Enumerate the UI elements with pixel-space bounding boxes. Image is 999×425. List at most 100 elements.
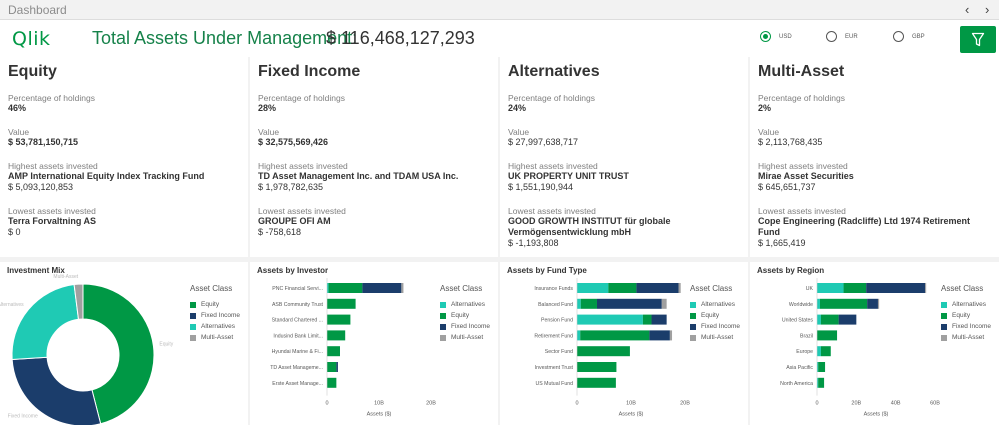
bar-alternatives xyxy=(817,298,820,309)
bar-multi-asset xyxy=(661,298,667,309)
legend-swatch xyxy=(941,334,947,341)
legend-item-equity[interactable]: Equity xyxy=(690,310,740,321)
value-label: Value xyxy=(508,127,530,137)
currency-eur-radio[interactable]: EUR xyxy=(826,31,858,42)
legend-swatch xyxy=(941,323,947,330)
filter-button[interactable] xyxy=(960,26,996,53)
top-bar: Dashboard ‹ › xyxy=(0,0,999,20)
legend-item-fixed-income[interactable]: Fixed Income xyxy=(190,310,240,321)
highest-name: TD Asset Management Inc. and TDAM USA In… xyxy=(258,171,459,181)
lowest-label: Lowest assets invested xyxy=(258,206,346,216)
chart-legend: Asset Class Alternatives Equity Fixed Incom… xyxy=(440,284,490,343)
category-label: United States xyxy=(782,318,814,324)
legend-swatch xyxy=(440,301,446,308)
bar-alternatives xyxy=(817,283,844,293)
legend-label: Multi-Asset xyxy=(701,334,734,341)
legend-item-equity[interactable]: Equity xyxy=(190,299,240,310)
total-assets-label: Total Assets Under Management: xyxy=(92,28,358,48)
slice-label: Fixed Income xyxy=(8,413,38,419)
lowest-label: Lowest assets invested xyxy=(758,206,846,216)
currency-gbp-label: GBP xyxy=(912,33,925,40)
bar-multi-asset xyxy=(925,283,927,293)
legend-label: Multi-Asset xyxy=(451,334,484,341)
bar-fixed-income xyxy=(596,298,662,309)
bar-equity xyxy=(843,283,867,293)
x-tick-label: 0 xyxy=(575,401,578,407)
bar-equity xyxy=(577,346,630,357)
value-amount: $ 53,781,150,715 xyxy=(8,137,79,147)
bar-fixed-income xyxy=(651,314,667,325)
slice-label: Alternatives xyxy=(0,302,24,308)
currency-usd-label: USD xyxy=(779,33,792,40)
bar-fixed-income xyxy=(838,314,857,325)
legend-item-alternatives[interactable]: Alternatives xyxy=(690,299,740,310)
legend-item-equity[interactable]: Equity xyxy=(941,310,991,321)
legend-item-fixed-income[interactable]: Fixed Income xyxy=(941,321,991,332)
bar-fixed-income xyxy=(866,283,926,293)
next-sheet-button[interactable]: › xyxy=(985,2,990,17)
lowest-label: Lowest assets invested xyxy=(8,206,96,216)
chart-legend: Asset Class Alternatives Equity Fixed Incom… xyxy=(941,284,991,343)
legend-label: Equity xyxy=(701,312,720,319)
legend-item-fixed-income[interactable]: Fixed Income xyxy=(440,321,490,332)
highest-value: $ 1,551,190,944 xyxy=(508,182,574,192)
legend-item-equity[interactable]: Equity xyxy=(440,310,490,321)
lowest-name: Terra Forvaltning AS xyxy=(8,216,97,226)
investment-mix-chart[interactable]: Equity Fixed Income Alternatives Multi-Asse… xyxy=(0,262,248,425)
legend-item-multi-asset[interactable]: Multi-Asset xyxy=(690,332,740,343)
bar-alternatives xyxy=(817,314,821,325)
x-tick-label: 10B xyxy=(626,401,636,407)
assets-by-region-chart[interactable]: UK Worldwide United States Brazil Europe Asia… xyxy=(750,262,999,425)
bar-equity xyxy=(328,283,363,293)
x-tick-label: 10B xyxy=(374,401,384,407)
bar-alternatives xyxy=(817,377,819,388)
x-tick-label: 60B xyxy=(930,401,940,407)
card-title: Equity xyxy=(8,63,57,80)
previous-sheet-button[interactable]: ‹ xyxy=(965,2,970,17)
radio-unselected-icon xyxy=(893,31,904,42)
assets-by-fund-type-chart[interactable]: Insurance Funds Balanced Fund Pension Fund… xyxy=(500,262,748,425)
bar-fixed-income xyxy=(336,362,338,372)
card-title: Fixed Income xyxy=(258,63,361,80)
legend-item-alternatives[interactable]: Alternatives xyxy=(941,299,991,310)
percentage-label: Percentage of holdings xyxy=(258,93,345,103)
x-tick-label: 20B xyxy=(426,401,436,407)
investment-mix-panel: Investment Mix Equity Fixed Income Alterna… xyxy=(0,262,248,425)
bar-equity xyxy=(608,283,637,293)
total-assets-value: $ 116,468,127,293 xyxy=(326,28,475,48)
highest-label: Highest assets invested xyxy=(758,161,848,171)
assets-by-investor-chart[interactable]: PNC Financial Servi... ASB Community Trus… xyxy=(250,262,498,425)
legend-item-multi-asset[interactable]: Multi-Asset xyxy=(941,332,991,343)
lowest-name: Cope Engineering (Radcliffe) Ltd 1974 Re… xyxy=(758,216,971,237)
bar-equity xyxy=(577,377,616,388)
legend-item-alternatives[interactable]: Alternatives xyxy=(190,321,240,332)
lowest-name: GROUPE OFI AM xyxy=(258,216,331,226)
bar-equity xyxy=(327,377,337,388)
legend-item-fixed-income[interactable]: Fixed Income xyxy=(690,321,740,332)
lowest-name: GOOD GROWTH INSTITUT für globale Vermöge… xyxy=(508,216,671,237)
legend-swatch xyxy=(190,334,196,341)
bar-multi-asset xyxy=(669,330,673,341)
bar-alternatives xyxy=(817,362,819,372)
slice-alternatives xyxy=(11,284,80,360)
currency-usd-radio[interactable]: USD xyxy=(760,31,792,42)
category-label: TD Asset Manageme... xyxy=(270,365,323,371)
legend-label: Alternatives xyxy=(952,301,986,308)
legend-item-alternatives[interactable]: Alternatives xyxy=(440,299,490,310)
legend-title: Asset Class xyxy=(690,284,733,293)
currency-gbp-radio[interactable]: GBP xyxy=(893,31,925,42)
legend-item-multi-asset[interactable]: Multi-Asset xyxy=(440,332,490,343)
category-label: US Mutual Fund xyxy=(536,381,574,387)
category-label: Investment Trust xyxy=(535,365,574,371)
alternatives-card: Alternatives Percentage of holdings 24% … xyxy=(500,57,748,257)
legend-swatch xyxy=(190,323,196,330)
bar-alternatives xyxy=(817,346,821,357)
value-label: Value xyxy=(258,127,280,137)
slice-label: Equity xyxy=(159,341,173,347)
legend-title: Asset Class xyxy=(440,284,483,293)
legend-item-multi-asset[interactable]: Multi-Asset xyxy=(190,332,240,343)
chart-title: Assets by Region xyxy=(757,266,825,275)
bar-fixed-income xyxy=(649,330,670,341)
category-label: Retirement Fund xyxy=(534,333,573,339)
card-title: Multi-Asset xyxy=(758,63,845,80)
